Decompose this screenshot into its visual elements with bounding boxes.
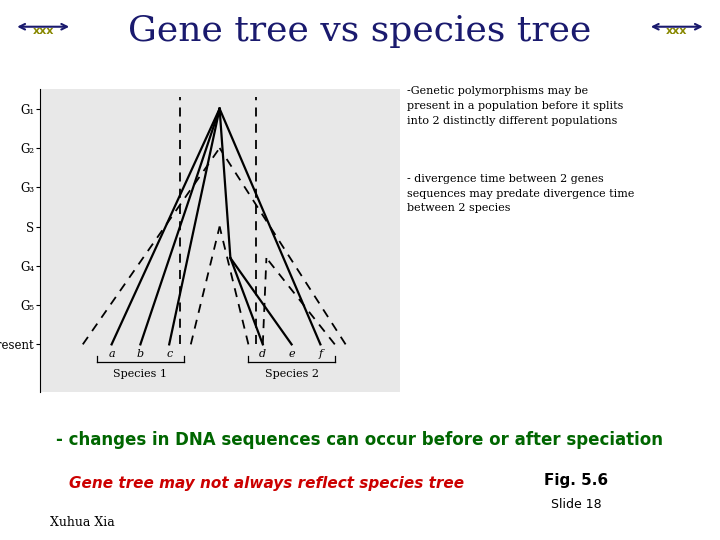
Text: Slide 18: Slide 18 xyxy=(551,498,601,511)
Text: Fig. 5.6: Fig. 5.6 xyxy=(544,473,608,488)
Text: Species 1: Species 1 xyxy=(114,369,167,379)
Text: c: c xyxy=(166,349,172,359)
Text: d: d xyxy=(259,349,266,359)
Text: - divergence time between 2 genes
sequences may predate divergence time
between : - divergence time between 2 genes sequen… xyxy=(407,174,634,213)
Text: Gene tree may not always reflect species tree: Gene tree may not always reflect species… xyxy=(69,476,464,491)
Text: xxx: xxx xyxy=(666,26,688,36)
Text: - changes in DNA sequences can occur before or after speciation: - changes in DNA sequences can occur bef… xyxy=(56,431,664,449)
Text: xxx: xxx xyxy=(32,26,54,36)
Text: Xuhua Xia: Xuhua Xia xyxy=(50,516,115,529)
Text: a: a xyxy=(108,349,115,359)
Text: -Genetic polymorphisms may be
present in a population before it splits
into 2 di: -Genetic polymorphisms may be present in… xyxy=(407,86,624,126)
Text: Species 2: Species 2 xyxy=(265,369,319,379)
Text: f: f xyxy=(318,349,323,359)
Text: Gene tree vs species tree: Gene tree vs species tree xyxy=(128,14,592,48)
Text: e: e xyxy=(288,349,295,359)
Text: b: b xyxy=(137,349,144,359)
